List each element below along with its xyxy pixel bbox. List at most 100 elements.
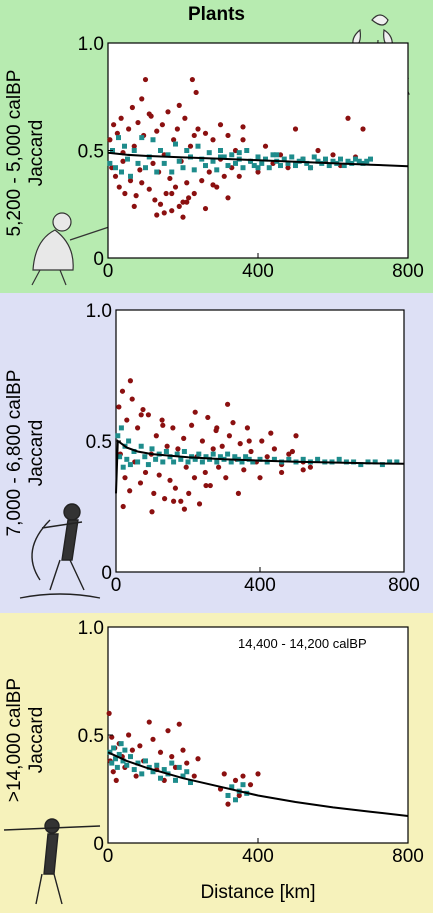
simulated-point [163,448,169,454]
observed-point [192,409,198,415]
x-tick-label: 0 [111,575,122,596]
simulated-point [115,433,121,439]
observed-point [164,443,170,449]
observed-point [248,448,254,455]
series-simulated [115,425,400,470]
simulated-point [240,782,246,788]
observed-point [129,396,135,402]
simulated-point [199,156,205,162]
observed-point [154,212,160,218]
observed-point [137,167,143,173]
observed-point [210,137,216,143]
observed-point [142,469,149,476]
observed-point [240,773,246,779]
observed-point [135,119,141,126]
fit-line [107,151,409,168]
observed-point [127,378,133,384]
simulated-point [192,456,198,462]
spear-thrower-illustration [3,818,101,905]
x-tick-label: 800 [388,575,420,596]
y-tick-label: 0.5 [86,432,112,453]
observed-point [126,126,132,132]
observed-point [126,732,132,738]
observed-point [174,126,180,132]
simulated-point [210,451,216,457]
observed-point [167,175,173,182]
observed-point [106,710,112,717]
observed-point [262,143,269,149]
observed-point [119,388,126,394]
observed-point [146,186,152,192]
observed-point [293,433,299,439]
observed-point [139,96,145,102]
observed-point [289,448,295,455]
simulated-point [171,459,177,465]
observed-point [110,769,116,775]
simulated-point [248,158,253,164]
observed-point [165,728,171,734]
simulated-point [127,462,133,468]
simulated-point [330,158,336,164]
simulated-point [210,158,216,164]
simulated-point [167,454,173,460]
simulated-point [218,148,223,153]
simulated-point [365,459,371,465]
observed-point [225,195,231,201]
simulated-point [236,150,242,156]
simulated-point [214,167,220,173]
observed-point [142,76,149,83]
simulated-point [109,760,115,766]
observed-point [207,482,213,489]
simulated-point [379,462,385,468]
simulated-point [243,454,249,460]
simulated-point [218,154,223,160]
x-tick-label: 400 [242,846,274,867]
observed-point [171,137,177,143]
simulated-point [285,160,291,166]
simulated-point [274,152,280,158]
observed-point [223,475,229,481]
observed-point [225,801,231,807]
simulated-point [323,156,328,162]
simulated-point [270,152,276,158]
observed-point [181,506,187,512]
observed-point [167,477,173,483]
observed-point [187,143,194,149]
simulated-point [289,154,295,160]
simulated-point [122,747,128,753]
observed-point [172,184,179,190]
simulated-point [122,143,127,149]
simulated-point [206,150,212,156]
simulated-point [111,745,117,751]
simulated-point [271,456,277,462]
observed-point [189,76,195,83]
simulated-point [131,448,137,454]
observed-point [237,441,243,447]
simulated-point [188,780,193,786]
observed-point [152,197,158,203]
x-tick-label: 0 [103,261,114,282]
simulated-point [116,751,122,757]
simulated-point [195,143,201,149]
simulated-point [199,459,205,465]
observed-point [214,425,220,431]
simulated-point [232,454,238,460]
simulated-point [364,158,370,164]
observed-point [159,417,165,423]
x-tick-label: 400 [244,575,276,596]
observed-point [202,130,209,136]
observed-point [205,414,211,421]
observed-point [149,509,155,515]
simulated-point [128,173,133,179]
observed-point [184,180,190,186]
simulated-point [394,459,400,465]
observed-point [116,404,122,410]
figure-title: Plants [187,4,246,25]
observed-point [160,422,166,428]
simulated-point [191,167,197,173]
simulated-point [119,169,124,175]
simulated-point [300,456,306,462]
simulated-point [196,451,202,457]
simulated-point [114,764,120,770]
simulated-point [118,741,124,747]
